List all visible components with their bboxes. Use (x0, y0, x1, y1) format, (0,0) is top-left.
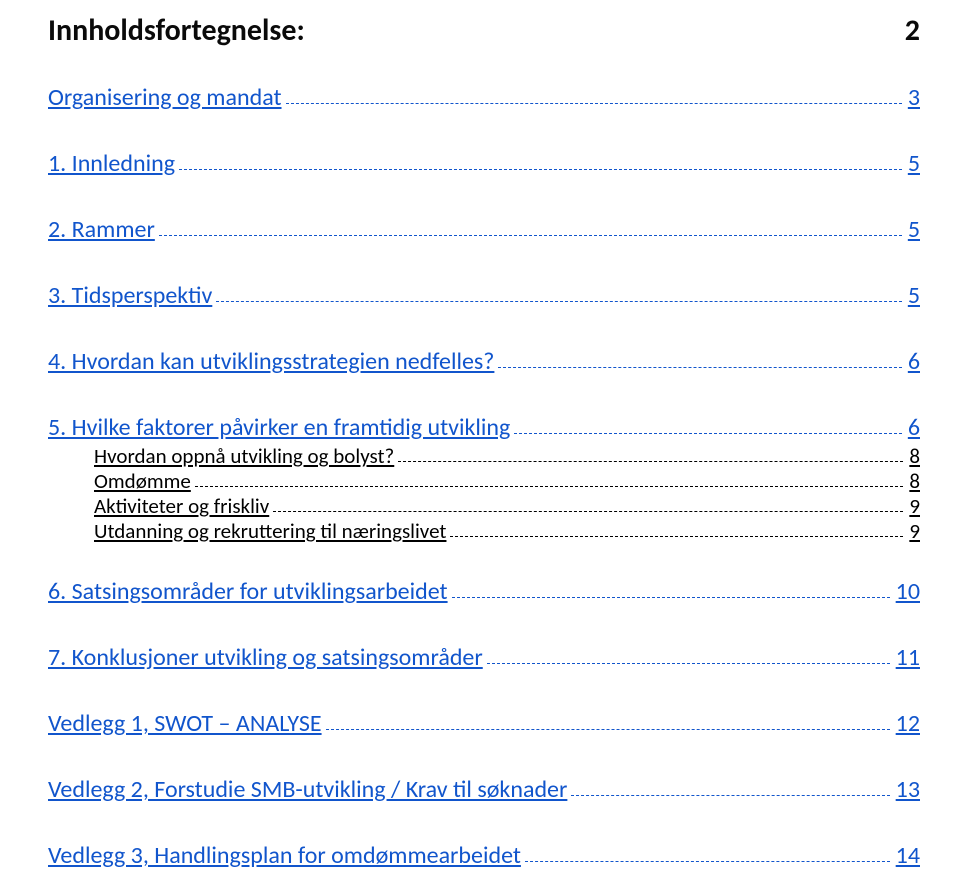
table-of-contents: Organisering og mandat31. Innledning52. … (48, 86, 920, 874)
toc-leader (195, 486, 904, 487)
toc-link[interactable]: 4. Hvordan kan utviklingsstrategien nedf… (48, 347, 494, 376)
toc-entry: Vedlegg 3, Handlingsplan for omdømmearbe… (48, 844, 920, 868)
toc-entry: Utdanning og rekruttering til næringsliv… (48, 521, 920, 542)
toc-page-link[interactable]: 10 (896, 577, 920, 606)
toc-title: Innholdsfortegnelse: (48, 16, 305, 46)
toc-title-row: Innholdsfortegnelse: 2 (48, 16, 920, 46)
toc-entry-label[interactable]: 4. Hvordan kan utviklingsstrategien nedf… (48, 350, 494, 374)
toc-page-link[interactable]: 5 (908, 281, 920, 310)
toc-link[interactable]: Aktiviteter og friskliv (94, 493, 269, 519)
toc-entry: 7. Konklusjoner utvikling og satsingsomr… (48, 646, 920, 670)
toc-entry-page[interactable]: 12 (896, 712, 920, 736)
toc-link[interactable]: Hvordan oppnå utvikling og bolyst? (94, 443, 394, 469)
toc-entry-label[interactable]: Vedlegg 3, Handlingsplan for omdømmearbe… (48, 844, 521, 868)
toc-entry-label[interactable]: Omdømme (94, 471, 191, 492)
toc-leader (159, 235, 902, 236)
toc-page-link[interactable]: 12 (896, 709, 920, 738)
toc-entry: 6. Satsingsområder for utviklingsarbeide… (48, 580, 920, 604)
toc-leader (216, 301, 902, 302)
toc-page-link[interactable]: 3 (908, 83, 920, 112)
toc-entry-page[interactable]: 6 (908, 350, 920, 374)
toc-link[interactable]: 3. Tidsperspektiv (48, 281, 212, 310)
toc-page-link[interactable]: 11 (896, 643, 920, 672)
toc-entry-label[interactable]: Hvordan oppnå utvikling og bolyst? (94, 446, 394, 467)
toc-link[interactable]: 5. Hvilke faktorer påvirker en framtidig… (48, 413, 510, 442)
toc-leader (398, 461, 903, 462)
toc-page-link[interactable]: 8 (909, 443, 920, 469)
toc-link[interactable]: Organisering og mandat (48, 83, 282, 112)
toc-link[interactable]: 1. Innledning (48, 149, 175, 178)
toc-leader (326, 729, 890, 730)
toc-page-link[interactable]: 5 (908, 149, 920, 178)
toc-page-link[interactable]: 6 (908, 413, 920, 442)
toc-link[interactable]: Vedlegg 1, SWOT – ANALYSE (48, 709, 322, 738)
toc-leader (286, 103, 902, 104)
toc-entry-page[interactable]: 3 (908, 86, 920, 110)
toc-link[interactable]: 7. Konklusjoner utvikling og satsingsomr… (48, 643, 483, 672)
toc-entry-label[interactable]: Vedlegg 1, SWOT – ANALYSE (48, 712, 322, 736)
toc-leader (452, 597, 890, 598)
toc-entry-label[interactable]: 5. Hvilke faktorer påvirker en framtidig… (48, 416, 510, 440)
toc-leader (179, 169, 902, 170)
toc-entry-page[interactable]: 8 (909, 446, 920, 467)
toc-link[interactable]: Vedlegg 2, Forstudie SMB-utvikling / Kra… (48, 775, 567, 804)
toc-entry-label[interactable]: 6. Satsingsområder for utviklingsarbeide… (48, 580, 448, 604)
toc-link[interactable]: Omdømme (94, 468, 191, 494)
toc-entry: Hvordan oppnå utvikling og bolyst? 8 (48, 446, 920, 467)
toc-entry: 1. Innledning 5 (48, 152, 920, 176)
toc-entry-page[interactable]: 8 (909, 471, 920, 492)
toc-leader (498, 367, 901, 368)
toc-page-link[interactable]: 13 (896, 775, 920, 804)
toc-link[interactable]: Utdanning og rekruttering til næringsliv… (94, 518, 446, 544)
toc-entry-label[interactable]: Aktiviteter og friskliv (94, 496, 269, 517)
toc-entry-label[interactable]: 7. Konklusjoner utvikling og satsingsomr… (48, 646, 483, 670)
toc-entry-label[interactable]: 3. Tidsperspektiv (48, 284, 212, 308)
toc-title-page: 2 (905, 16, 920, 46)
toc-entry-label[interactable]: 2. Rammer (48, 218, 155, 242)
toc-entry-page[interactable]: 9 (909, 521, 920, 542)
toc-link[interactable]: 2. Rammer (48, 215, 155, 244)
toc-page-link[interactable]: 9 (909, 518, 920, 544)
toc-entry-page[interactable]: 6 (908, 416, 920, 440)
toc-entry-page[interactable]: 9 (909, 496, 920, 517)
toc-entry-page[interactable]: 11 (896, 646, 920, 670)
toc-entry: Vedlegg 2, Forstudie SMB-utvikling / Kra… (48, 778, 920, 802)
toc-entry-page[interactable]: 10 (896, 580, 920, 604)
toc-entry-label[interactable]: Utdanning og rekruttering til næringsliv… (94, 521, 446, 542)
toc-page-link[interactable]: 5 (908, 215, 920, 244)
toc-entry: 4. Hvordan kan utviklingsstrategien nedf… (48, 350, 920, 374)
toc-entry-page[interactable]: 5 (908, 218, 920, 242)
toc-page-link[interactable]: 6 (908, 347, 920, 376)
toc-leader (571, 795, 889, 796)
toc-entry-page[interactable]: 13 (896, 778, 920, 802)
toc-entry: Organisering og mandat 3 (48, 86, 920, 110)
toc-entry: 5. Hvilke faktorer påvirker en framtidig… (48, 416, 920, 440)
toc-entry-label[interactable]: Vedlegg 2, Forstudie SMB-utvikling / Kra… (48, 778, 567, 802)
toc-link[interactable]: 6. Satsingsområder for utviklingsarbeide… (48, 577, 448, 606)
toc-leader (525, 861, 890, 862)
toc-link[interactable]: Vedlegg 3, Handlingsplan for omdømmearbe… (48, 841, 521, 870)
toc-leader (450, 536, 903, 537)
toc-leader (487, 663, 890, 664)
toc-page-link[interactable]: 9 (909, 493, 920, 519)
toc-entry-page[interactable]: 5 (908, 152, 920, 176)
toc-page-link[interactable]: 8 (909, 468, 920, 494)
toc-entry: Vedlegg 1, SWOT – ANALYSE 12 (48, 712, 920, 736)
toc-page-link[interactable]: 14 (896, 841, 920, 870)
toc-entry: 3. Tidsperspektiv 5 (48, 284, 920, 308)
toc-leader (514, 433, 902, 434)
toc-entry: Aktiviteter og friskliv 9 (48, 496, 920, 517)
toc-entry-label[interactable]: Organisering og mandat (48, 86, 282, 110)
toc-entry: 2. Rammer 5 (48, 218, 920, 242)
toc-entry-page[interactable]: 14 (896, 844, 920, 868)
toc-entry-page[interactable]: 5 (908, 284, 920, 308)
toc-entry-label[interactable]: 1. Innledning (48, 152, 175, 176)
toc-leader (273, 511, 903, 512)
toc-entry: Omdømme 8 (48, 471, 920, 492)
